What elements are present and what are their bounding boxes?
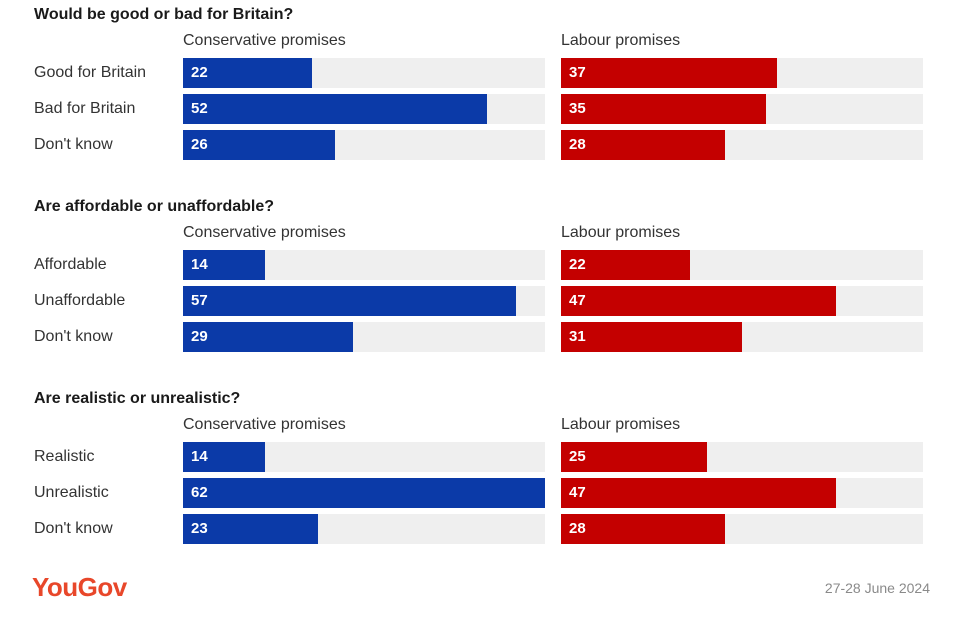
bar-track: 47 [561,286,923,316]
value-label: 57 [191,292,208,309]
value-label: 22 [569,256,586,273]
bar-track: 25 [561,442,923,472]
value-label: 14 [191,448,208,465]
bar-track: 14 [183,250,545,280]
bar-track: 23 [183,514,545,544]
labour-bar [561,58,778,88]
bar-track: 57 [183,286,545,316]
value-label: 28 [569,136,586,153]
category-label: Affordable [34,256,107,273]
conservative-bar [183,442,265,472]
bar-track: 28 [561,130,923,160]
conservative-bar [183,322,353,352]
category-label: Don't know [34,328,113,345]
category-label: Unrealistic [34,484,109,501]
category-label: Don't know [34,136,113,153]
labour-bar [561,514,725,544]
bar-track: 62 [183,478,545,508]
survey-date: 27-28 June 2024 [824,580,930,596]
bar-track: 26 [183,130,545,160]
series-header: Conservative promises [183,32,346,49]
value-label: 37 [569,64,586,81]
bar-track: 31 [561,322,923,352]
value-label: 52 [191,100,208,117]
series-header: Conservative promises [183,416,346,433]
conservative-bar [183,94,488,124]
value-label: 25 [569,448,586,465]
bar-track: 52 [183,94,545,124]
labour-bar [561,130,725,160]
value-label: 62 [191,484,208,501]
value-label: 28 [569,520,586,537]
conservative-bar [183,58,312,88]
conservative-bar [183,478,545,508]
panel-title: Would be good or bad for Britain? [34,6,294,23]
series-header: Labour promises [561,224,681,241]
value-label: 47 [569,292,586,309]
value-label: 35 [569,100,586,117]
labour-bar [561,322,743,352]
conservative-bar [183,514,318,544]
value-label: 29 [191,328,208,345]
bar-track: 37 [561,58,923,88]
conservative-bar [183,286,517,316]
category-label: Don't know [34,520,113,537]
labour-bar [561,94,766,124]
series-header: Conservative promises [183,224,346,241]
category-label: Realistic [34,448,95,465]
labour-bar [561,286,836,316]
panel-title: Are affordable or unaffordable? [34,198,275,215]
series-header: Labour promises [561,416,681,433]
value-label: 22 [191,64,208,81]
bar-track: 14 [183,442,545,472]
conservative-bar [183,250,265,280]
bar-track: 35 [561,94,923,124]
bar-track: 22 [183,58,545,88]
yougov-logo: YouGov [32,572,127,602]
value-label: 23 [191,520,208,537]
bar-track: 22 [561,250,923,280]
series-header: Labour promises [561,32,681,49]
category-label: Bad for Britain [34,100,136,117]
bar-track: 47 [561,478,923,508]
value-label: 47 [569,484,586,501]
category-label: Unaffordable [34,292,126,309]
labour-bar [561,250,690,280]
category-label: Good for Britain [34,64,147,81]
labour-bar [561,478,836,508]
value-label: 14 [191,256,208,273]
labour-bar [561,442,708,472]
value-label: 26 [191,136,208,153]
value-label: 31 [569,328,586,345]
bar-track: 28 [561,514,923,544]
conservative-bar [183,130,336,160]
panel-title: Are realistic or unrealistic? [34,390,241,407]
bar-track: 29 [183,322,545,352]
